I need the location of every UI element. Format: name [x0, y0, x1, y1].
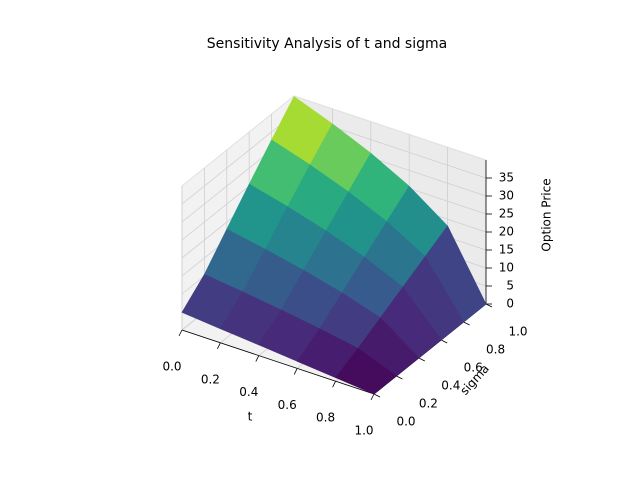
y-tick	[441, 339, 448, 344]
z-tick-label: 30	[499, 189, 514, 203]
y-tick	[463, 321, 470, 326]
x-tick	[217, 342, 221, 349]
z-tick-label: 10	[499, 261, 514, 275]
x-tick-label: 0.2	[201, 372, 220, 386]
y-tick	[485, 303, 493, 308]
x-tick-label: 0.8	[316, 411, 335, 425]
z-tick-label: 15	[499, 243, 514, 257]
x-tick-label: 0.6	[278, 398, 297, 412]
y-tick-label: 0.8	[486, 343, 505, 357]
z-tick-label: 0	[506, 297, 514, 311]
z-tick-label: 20	[499, 225, 514, 239]
z-tick-label: 25	[499, 207, 514, 221]
y-tick	[396, 375, 403, 380]
axis-line	[181, 329, 375, 395]
x-tick-label: 0.0	[162, 360, 181, 374]
grid-line	[181, 113, 295, 205]
chart-title: Sensitivity Analysis of t and sigma	[207, 36, 447, 52]
x-tick	[293, 368, 298, 375]
x-tick	[370, 393, 375, 401]
x-tick	[332, 381, 336, 388]
y-tick-label: 0.4	[441, 379, 460, 393]
x-axis-label: t	[248, 410, 253, 424]
y-tick-label: 0.2	[419, 397, 438, 411]
y-tick-label: 1.0	[508, 325, 527, 339]
x-tick	[255, 355, 260, 362]
z-tick-label: 5	[506, 279, 514, 293]
x-tick	[178, 329, 183, 337]
y-tick-label: 0.6	[464, 361, 483, 375]
x-tick-label: 1.0	[354, 424, 373, 438]
x-tick-label: 0.4	[239, 385, 258, 399]
y-tick-label: 0.0	[396, 415, 415, 429]
surface-patch	[335, 347, 397, 395]
z-axis-label: Option Price	[540, 178, 554, 251]
z-tick-label: 35	[499, 171, 514, 185]
y-tick	[418, 357, 425, 362]
y-tick	[373, 393, 381, 398]
